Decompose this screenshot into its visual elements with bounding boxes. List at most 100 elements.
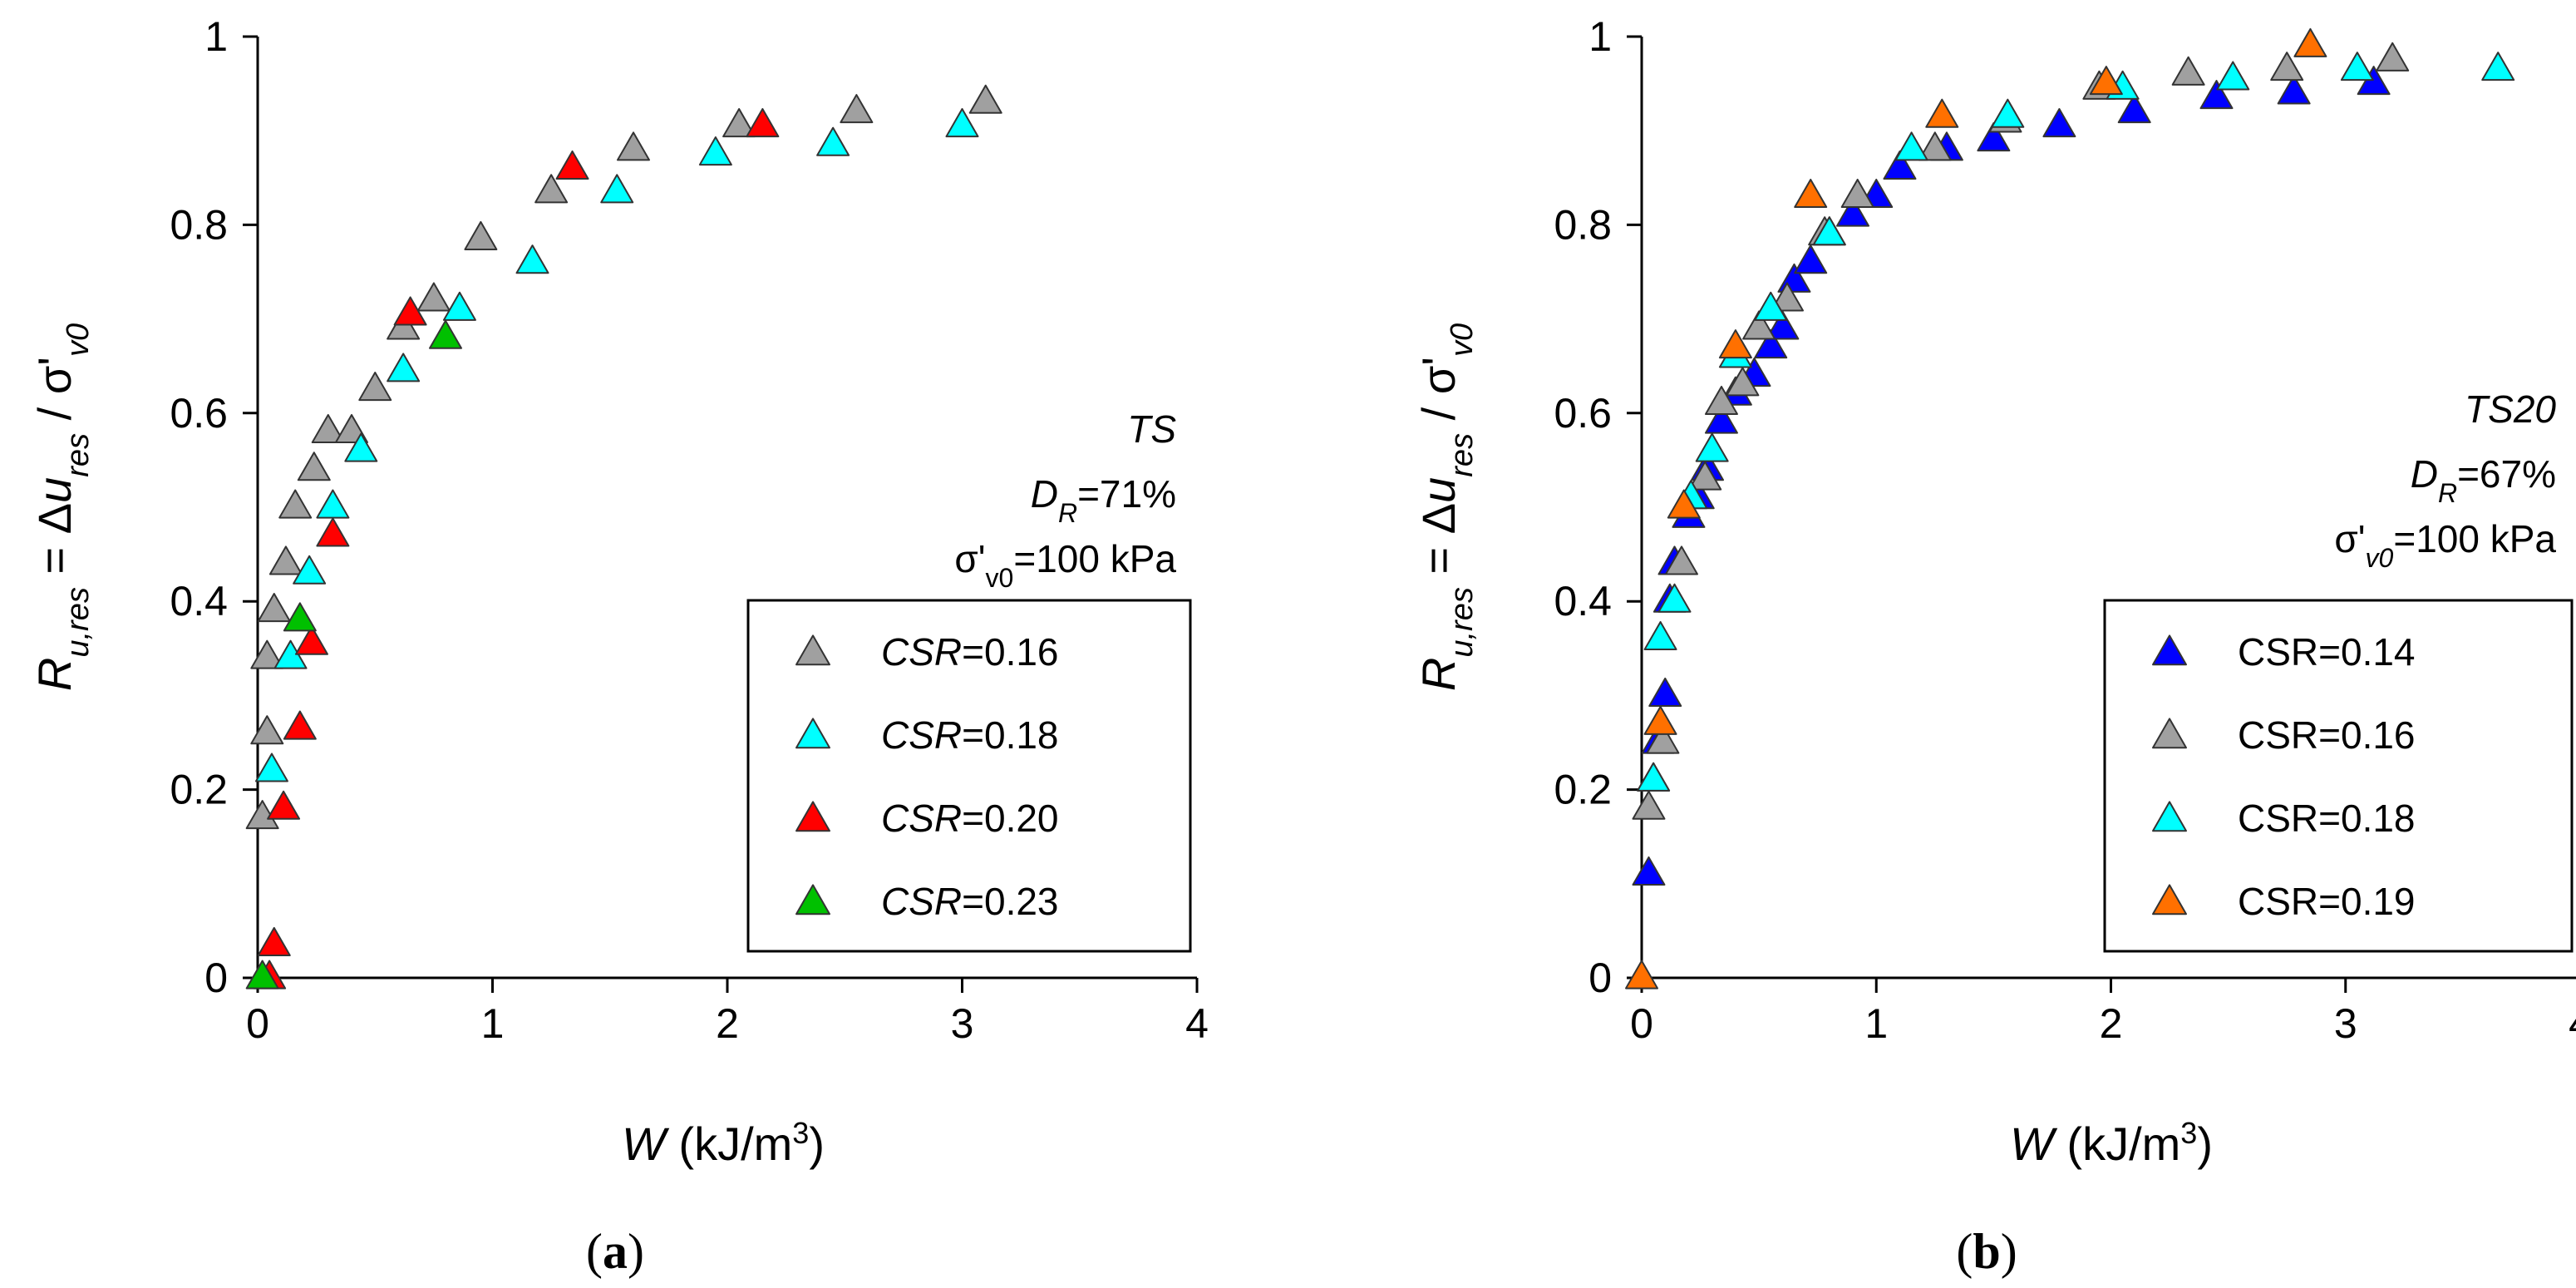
data-point	[2293, 27, 2327, 57]
data-point	[1695, 432, 1729, 462]
x-axis-label: W (kJ/m3)	[2010, 1116, 2213, 1171]
data-point	[2340, 52, 2374, 81]
data-point	[297, 452, 331, 481]
data-point	[600, 174, 634, 204]
data-point	[250, 639, 284, 669]
legend-label: CSR=0.23	[881, 880, 1059, 923]
x-tick-label: 3	[951, 1000, 974, 1047]
data-point	[429, 319, 462, 349]
series-2	[254, 108, 979, 782]
series-4	[245, 319, 462, 989]
data-point	[1840, 178, 1874, 209]
x-tick-label: 3	[2334, 1000, 2357, 1047]
data-point	[2216, 61, 2250, 91]
data-point	[278, 489, 313, 519]
y-tick-label: 0.8	[170, 201, 228, 248]
data-point	[267, 790, 301, 820]
data-point	[1925, 98, 1959, 128]
y-tick-label: 0.8	[1554, 201, 1612, 248]
y-tick-label: 0.6	[1554, 390, 1612, 437]
panel-label: (b)	[1956, 1224, 2017, 1279]
data-point	[1977, 122, 2011, 152]
density-annotation: DR=71%	[1031, 472, 1176, 528]
data-point	[245, 960, 279, 989]
data-point	[393, 296, 427, 326]
legend-marker	[2152, 884, 2187, 915]
data-point	[1657, 583, 1692, 613]
data-point	[2171, 56, 2205, 86]
data-point	[1991, 98, 2025, 128]
data-point	[293, 555, 327, 585]
data-point	[464, 220, 498, 250]
data-point	[746, 108, 780, 138]
x-axis-label: W (kJ/m3)	[622, 1116, 825, 1171]
data-point	[387, 353, 421, 382]
y-tick-label: 0.2	[170, 767, 228, 813]
y-tick-label: 0.2	[1554, 767, 1612, 813]
data-point	[1812, 216, 1846, 246]
data-point	[2089, 66, 2123, 96]
data-point	[816, 126, 850, 156]
legend-label: CSR=0.16	[881, 630, 1059, 674]
data-point	[416, 282, 451, 312]
chart-panel-a: 0 1 2 3 4 0 0.2 0.4 0.6 0.8 1 W (kJ/m3) Ru,res = Δur…	[28, 13, 1209, 1279]
data-point	[294, 625, 328, 655]
data-point	[1794, 244, 1828, 274]
data-point	[1688, 461, 1722, 491]
data-point	[1718, 329, 1752, 359]
legend-marker	[2152, 801, 2187, 832]
x-tick-label: 2	[2100, 1000, 2123, 1047]
y-axis-label: Ru,res = Δures / σ'v0	[28, 323, 96, 691]
data-point	[1918, 131, 1952, 161]
data-point	[257, 926, 291, 956]
data-point	[1754, 329, 1788, 359]
specimen-annotation: TS20	[2465, 387, 2556, 431]
x-tick-label: 0	[1630, 1000, 1653, 1047]
x-tick-label: 0	[246, 1000, 269, 1047]
chart-panel-b: 0 1 2 3 4 0 0.2 0.4 0.6 0.8 1 W (kJ/m3) Ru,res = Δur…	[1412, 13, 2576, 1279]
legend-label: CSR=0.20	[881, 797, 1059, 840]
data-point	[1632, 856, 1666, 886]
data-point	[2199, 80, 2234, 110]
data-point	[1883, 150, 1917, 180]
y-tick-label: 0	[1588, 955, 1612, 1001]
data-point	[698, 136, 732, 166]
legend-label: CSR=0.16	[2238, 713, 2416, 757]
data-point	[1766, 310, 1800, 340]
y-tick-label: 0.6	[170, 390, 228, 437]
data-point	[1664, 545, 1698, 575]
data-point	[1632, 790, 1666, 820]
legend-marker	[795, 718, 830, 749]
data-point	[1625, 960, 1658, 989]
x-tick-label: 4	[1185, 1000, 1209, 1047]
data-point	[534, 174, 569, 204]
x-tick-label: 1	[1864, 1000, 1888, 1047]
y-tick-label: 0.4	[170, 578, 228, 624]
density-annotation: DR=67%	[2411, 452, 2556, 508]
data-point	[1770, 282, 1804, 312]
data-point	[2481, 52, 2515, 81]
data-point	[1742, 310, 1776, 340]
data-point	[316, 517, 350, 547]
data-point	[1754, 291, 1788, 321]
data-point	[1643, 620, 1677, 651]
legend-label: CSR=0.18	[881, 713, 1059, 757]
data-point	[1794, 178, 1828, 209]
data-point	[1637, 762, 1671, 792]
data-point	[840, 94, 874, 124]
data-point	[257, 593, 291, 623]
data-point	[555, 150, 589, 180]
data-point	[1646, 724, 1680, 754]
legend-label: CSR=0.19	[2238, 880, 2416, 923]
x-tick-label: 4	[2569, 1000, 2576, 1047]
data-point	[1704, 404, 1738, 434]
legend-marker	[795, 884, 830, 915]
data-point	[268, 545, 303, 575]
legend-marker	[2152, 634, 2187, 666]
legend-marker	[795, 801, 830, 832]
data-point	[2376, 42, 2410, 72]
y-tick-label: 0.4	[1554, 578, 1612, 624]
data-point	[283, 710, 317, 740]
data-point	[344, 432, 378, 462]
